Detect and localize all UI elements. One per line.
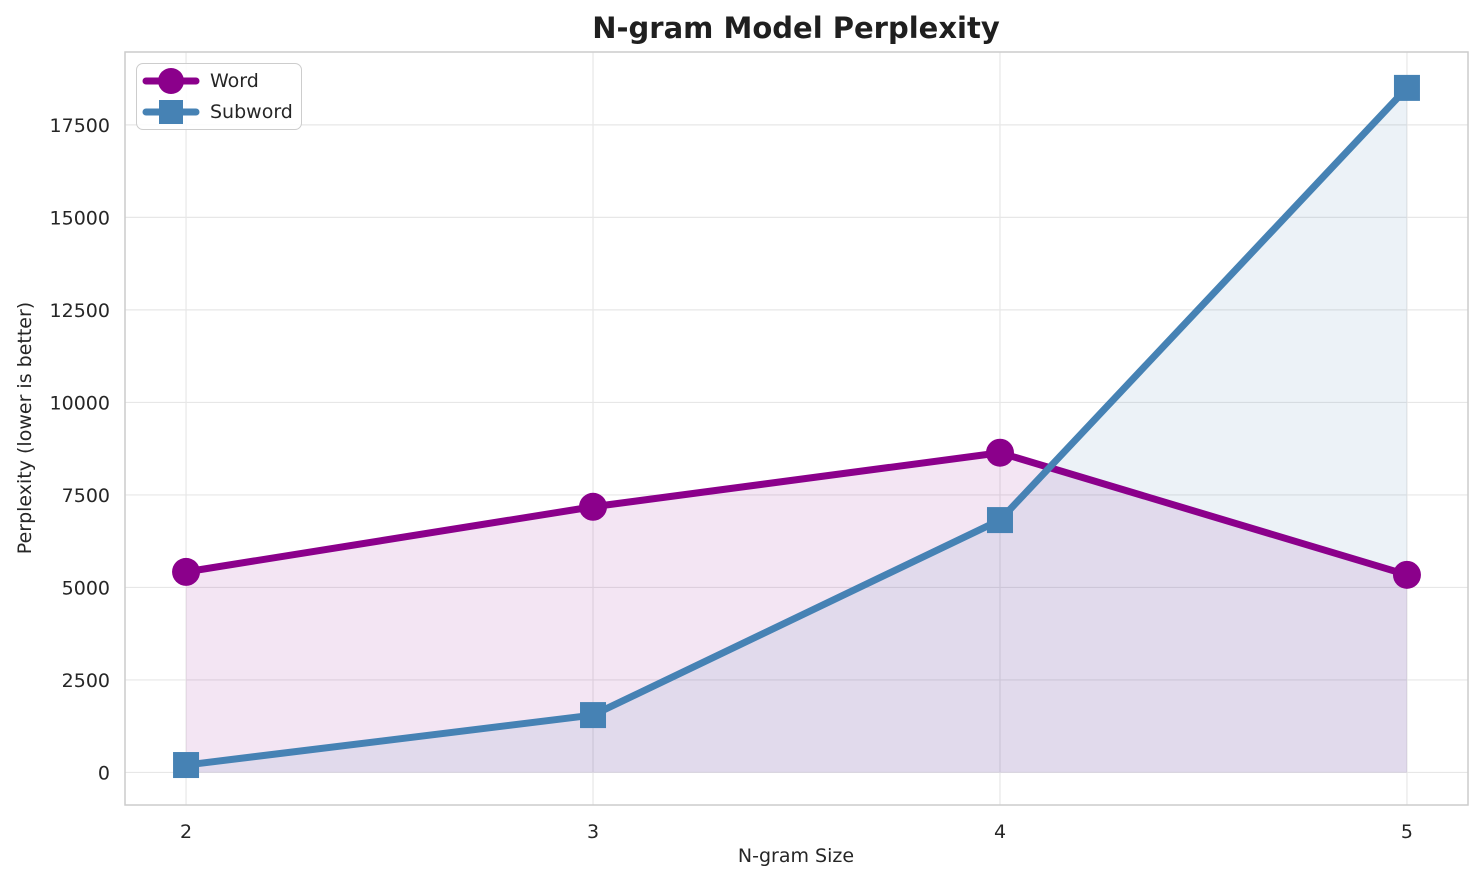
legend-item-word: Word: [142, 66, 301, 97]
legend-square-marker-icon: [142, 99, 200, 124]
legend-label: Subword: [210, 100, 293, 123]
marker-word: [985, 438, 1014, 467]
y-tick-label: 7500: [62, 485, 110, 507]
y-tick-label: 15000: [50, 207, 110, 229]
legend: Word Subword: [136, 63, 302, 130]
plot-border: [124, 51, 1469, 806]
marker-word: [172, 557, 201, 586]
legend-circle-marker-icon: [142, 68, 200, 95]
x-tick-label: 5: [1401, 821, 1413, 843]
y-axis-label: Perplexity (lower is better): [14, 301, 36, 555]
series-fill-word: [186, 452, 1407, 773]
chart-title: N-gram Model Perplexity: [592, 11, 1000, 45]
x-tick-label: 3: [587, 821, 599, 843]
marker-subword: [1393, 74, 1420, 101]
x-tick-label: 4: [994, 821, 1006, 843]
series-line-subword: [182, 84, 1411, 769]
marker-subword: [173, 752, 200, 779]
marker-subword: [580, 702, 607, 729]
marker-word: [1392, 560, 1421, 589]
marker-subword: [986, 507, 1013, 534]
legend-item-subword: Subword: [142, 97, 301, 128]
y-tick-label: 2500: [62, 670, 110, 692]
x-axis-label: N-gram Size: [737, 845, 855, 867]
y-tick-label: 5000: [62, 577, 110, 599]
legend-label: Word: [210, 70, 259, 93]
y-tick-label: 17500: [50, 115, 110, 137]
series-line-word: [182, 449, 1411, 579]
marker-word: [579, 492, 608, 521]
y-tick-label: 10000: [50, 392, 110, 414]
x-tick-label: 2: [180, 821, 192, 843]
y-tick-label: 12500: [50, 300, 110, 322]
y-tick-label: 0: [98, 762, 110, 784]
series-fill-subword: [186, 87, 1407, 773]
